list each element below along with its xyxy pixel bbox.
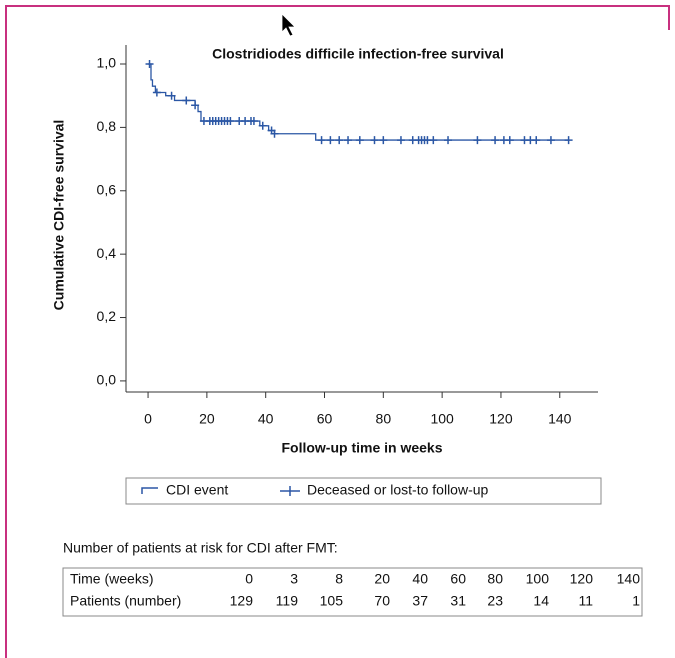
censor-mark [491, 136, 500, 145]
frame-border [5, 5, 670, 658]
censor-mark [344, 136, 353, 145]
x-tick-label: 0 [144, 411, 152, 427]
censor-mark [532, 136, 541, 145]
censor-mark [152, 88, 161, 97]
risk-cell: 11 [578, 593, 593, 609]
censor-mark [546, 136, 555, 145]
risk-cell: 31 [450, 593, 466, 609]
risk-cell: 23 [487, 593, 503, 609]
risk-cell: 129 [230, 593, 254, 609]
censor-mark [335, 136, 344, 145]
risk-cell: 14 [533, 593, 549, 609]
risk-cell: 80 [487, 571, 503, 587]
x-axis-label: Follow-up time in weeks [281, 440, 442, 456]
y-tick-label: 0,2 [97, 308, 117, 324]
x-tick-label: 40 [258, 411, 274, 427]
censor-mark [145, 60, 154, 69]
censor-mark [444, 136, 453, 145]
legend-label: CDI event [166, 482, 228, 498]
risk-cell: 120 [570, 571, 594, 587]
censor-mark [326, 136, 335, 145]
y-tick-label: 0,4 [97, 245, 117, 261]
risk-cell: 1 [632, 593, 640, 609]
risk-cell: 3 [290, 571, 298, 587]
mouse-cursor [281, 13, 296, 37]
risk-cell: 119 [276, 593, 299, 609]
x-tick-label: 80 [376, 411, 392, 427]
censor-mark [191, 101, 200, 110]
censor-mark [396, 136, 405, 145]
risk-table-box [62, 567, 643, 617]
risk-caption: Number of patients at risk for CDI after… [63, 540, 338, 556]
censor-mark [182, 96, 191, 105]
chart-title: Clostridiodes difficile infection-free s… [212, 46, 504, 62]
legend-symbol [280, 486, 300, 496]
censor-mark [429, 136, 438, 145]
risk-cell: 37 [412, 593, 428, 609]
risk-cell: 140 [617, 571, 641, 587]
y-tick-label: 0,0 [97, 372, 117, 388]
risk-cell: 40 [412, 571, 428, 587]
risk-cell: 100 [526, 571, 550, 587]
x-tick-label: 60 [317, 411, 333, 427]
y-tick-label: 0,8 [97, 118, 117, 134]
censor-mark [355, 136, 364, 145]
y-tick-label: 0,6 [97, 181, 117, 197]
risk-cell: 105 [320, 593, 344, 609]
censor-mark [317, 136, 326, 145]
risk-cell: 20 [374, 571, 390, 587]
censor-mark [473, 136, 482, 145]
censor-mark [249, 117, 258, 126]
risk-cell: 70 [374, 593, 390, 609]
x-tick-label: 140 [548, 411, 572, 427]
risk-cell: 60 [450, 571, 466, 587]
legend-symbol [141, 487, 158, 494]
censor-mark [505, 136, 514, 145]
censor-mark [258, 121, 267, 130]
censor-mark [564, 136, 573, 145]
y-tick-label: 1,0 [97, 55, 117, 71]
survival-curve [148, 63, 569, 141]
risk-cell: 0 [245, 571, 253, 587]
legend-box [125, 477, 602, 505]
risk-cell: 8 [335, 571, 343, 587]
legend-label: Deceased or lost-to follow-up [307, 482, 489, 498]
censor-mark [226, 117, 235, 126]
censor-mark [379, 136, 388, 145]
x-tick-label: 20 [199, 411, 215, 427]
x-tick-label: 100 [430, 411, 454, 427]
y-axis-label: Cumulative CDI-free survival [51, 120, 67, 311]
censor-mark [370, 136, 379, 145]
risk-row-label: Patients (number) [70, 593, 181, 609]
x-tick-label: 120 [489, 411, 513, 427]
censor-mark [270, 129, 279, 138]
risk-row-label: Time (weeks) [70, 571, 154, 587]
censor-mark [167, 91, 176, 100]
